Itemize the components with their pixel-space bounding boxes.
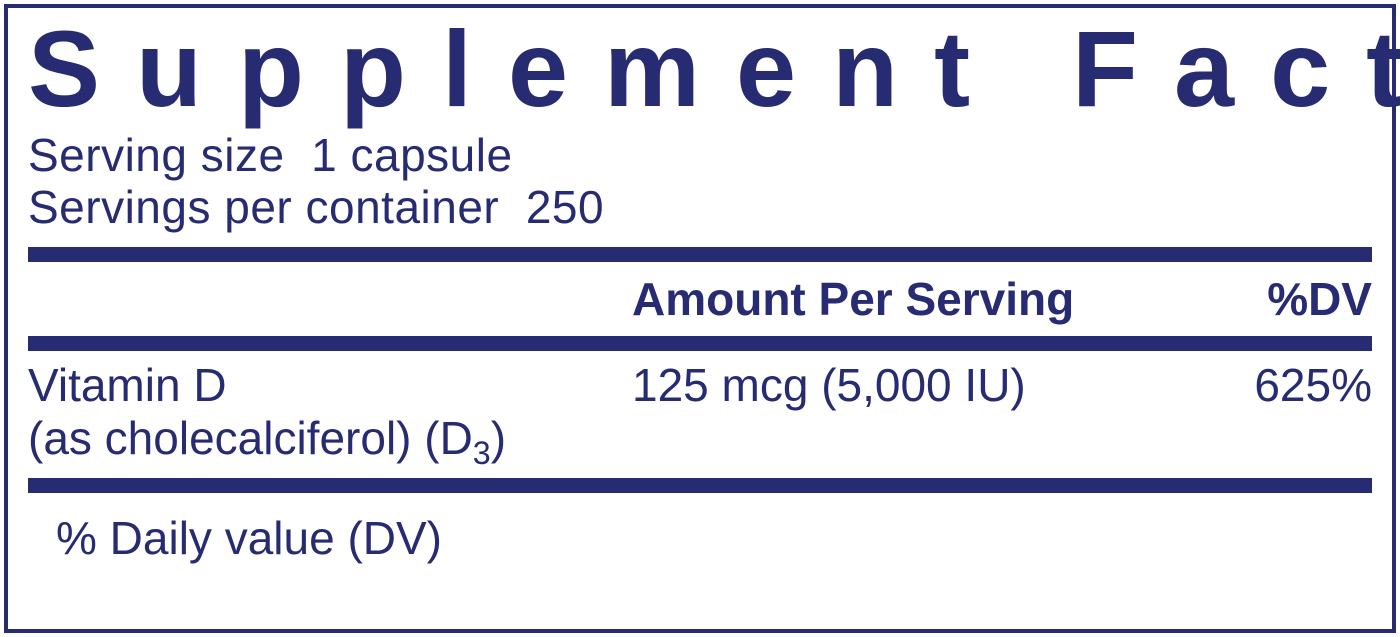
nutrient-name-line2-post: ) [491, 412, 506, 464]
servings-per-container-value: 250 [526, 181, 604, 233]
nutrient-name-line2: (as cholecalciferol) (D3) [28, 412, 506, 464]
nutrient-name-line1: Vitamin D [28, 359, 227, 411]
nutrient-name-line2-pre: (as cholecalciferol) (D [28, 412, 473, 464]
dv-footnote: % Daily value (DV) [28, 511, 1372, 565]
serving-size-label: Serving size [28, 129, 285, 181]
servings-per-container-label: Servings per container [28, 181, 499, 233]
nutrient-row: Vitamin D (as cholecalciferol) (D3) 125 … [28, 359, 1372, 464]
divider-thick [28, 336, 1372, 351]
supplement-facts-panel: Supplement Facts Serving size 1 capsule … [4, 4, 1396, 633]
col-header-dv: %DV [1202, 272, 1372, 326]
divider-thick [28, 478, 1372, 493]
servings-per-container-row: Servings per container 250 [28, 182, 1372, 234]
col-header-name [28, 272, 632, 326]
divider-thick [28, 247, 1372, 262]
serving-info: Serving size 1 capsule Servings per cont… [28, 130, 1372, 233]
nutrient-name: Vitamin D (as cholecalciferol) (D3) [28, 359, 632, 464]
serving-size-value: 1 capsule [311, 129, 512, 181]
panel-title: Supplement Facts [28, 14, 1372, 124]
column-header-row: Amount Per Serving %DV [28, 272, 1372, 326]
nutrient-amount: 125 mcg (5,000 IU) [632, 359, 1202, 464]
nutrient-name-line2-sub: 3 [473, 435, 491, 471]
nutrient-dv: 625% [1202, 359, 1372, 464]
col-header-amount: Amount Per Serving [632, 272, 1202, 326]
serving-size-row: Serving size 1 capsule [28, 130, 1372, 182]
